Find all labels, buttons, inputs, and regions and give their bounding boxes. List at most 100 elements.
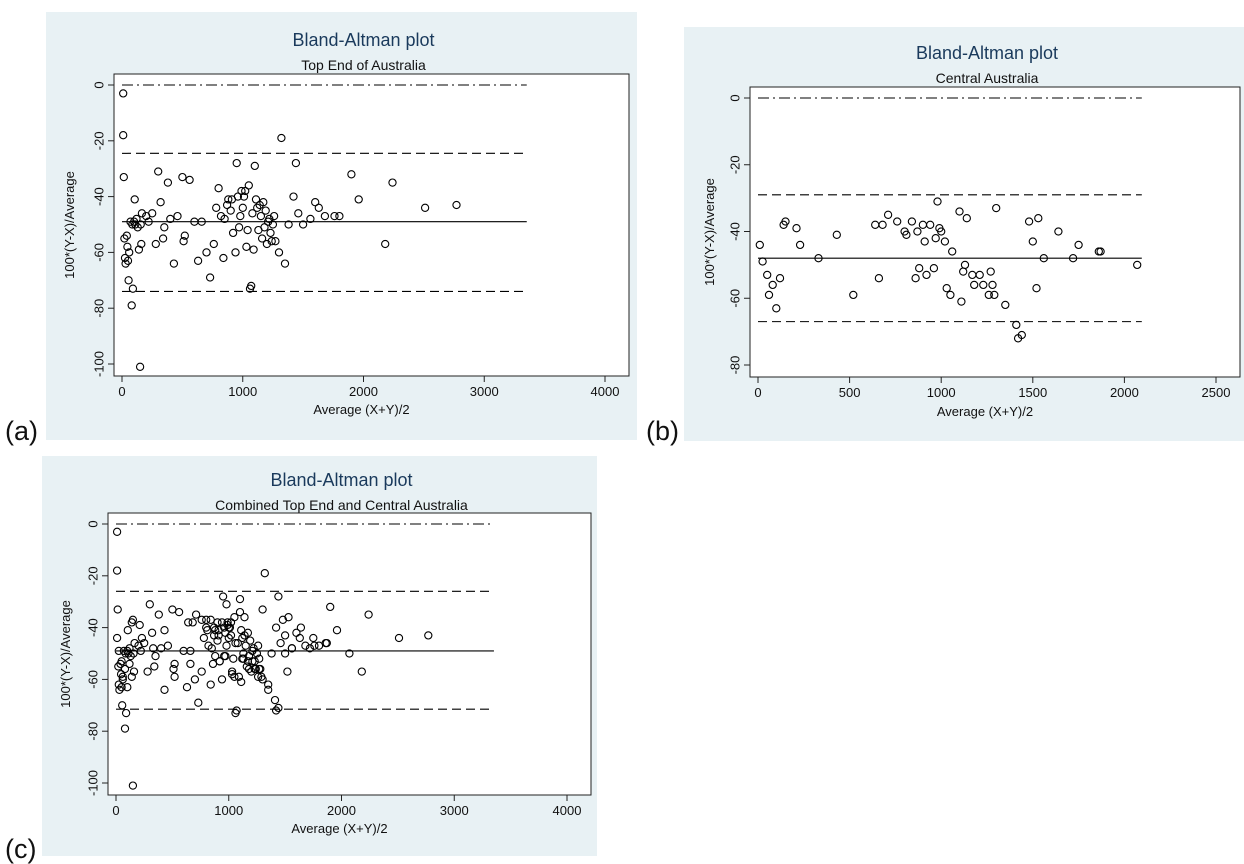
data-point — [911, 274, 920, 283]
data-point — [357, 667, 366, 676]
data-point — [147, 628, 157, 637]
data-point — [1012, 320, 1021, 330]
x-tick-label: 1000 — [927, 385, 956, 400]
data-point — [250, 161, 259, 171]
data-point — [120, 664, 130, 674]
data-point — [118, 701, 127, 710]
data-point — [182, 683, 192, 692]
data-point — [261, 206, 270, 215]
x-tick-label: 0 — [112, 803, 119, 818]
data-point — [169, 259, 179, 268]
y-axis-label: 100*(Y-X)/Average — [62, 171, 77, 279]
data-point — [112, 566, 122, 575]
data-point — [184, 618, 193, 627]
data-point — [893, 217, 902, 226]
chart-panel-b: Bland-Altman plot Central Australia 0 -20 -4… — [684, 27, 1244, 441]
data-point — [284, 220, 293, 229]
data-point — [233, 638, 242, 648]
data-point — [1054, 227, 1063, 236]
data-point — [218, 592, 228, 601]
data-point — [915, 264, 924, 273]
data-point — [237, 677, 246, 687]
data-point — [178, 172, 187, 182]
data-point — [150, 662, 159, 671]
data-point — [119, 172, 128, 182]
data-point — [986, 267, 995, 276]
data-point — [781, 217, 790, 226]
data-point — [194, 698, 203, 707]
data-point — [268, 220, 278, 229]
data-point — [883, 210, 893, 219]
y-tick-label: -20 — [727, 155, 742, 174]
panel-label-a: (a) — [5, 416, 38, 446]
data-point — [227, 667, 237, 676]
data-point — [222, 600, 231, 609]
data-point — [125, 659, 134, 669]
data-point — [236, 211, 245, 221]
data-point — [220, 651, 229, 661]
x-tick-label: 0 — [754, 385, 761, 400]
data-point — [219, 253, 228, 263]
y-tick-label: -20 — [91, 131, 106, 150]
data-point — [232, 158, 241, 168]
data-point — [354, 195, 363, 204]
data-point — [145, 600, 154, 609]
chart-subtitle: Top End of Australia — [301, 57, 426, 73]
data-point — [256, 664, 265, 674]
data-point — [271, 706, 281, 715]
data-point — [126, 651, 135, 661]
data-point — [186, 646, 195, 656]
data-point — [197, 615, 206, 624]
y-tick-label: -100 — [85, 770, 100, 796]
data-point — [755, 240, 764, 250]
y-tick-label: -40 — [91, 187, 106, 206]
data-point — [249, 245, 258, 254]
data-point — [381, 239, 390, 249]
data-point — [298, 220, 308, 229]
data-point — [132, 214, 141, 224]
data-point — [112, 527, 122, 536]
data-point — [117, 683, 126, 692]
data-point — [130, 195, 139, 204]
data-point — [452, 200, 461, 210]
data-point — [322, 638, 331, 648]
data-point — [223, 618, 232, 627]
data-point — [209, 239, 218, 249]
data-point — [931, 234, 940, 243]
data-point — [940, 237, 950, 246]
data-point — [241, 641, 250, 650]
y-tick-label: -60 — [91, 243, 106, 262]
data-point — [913, 227, 922, 236]
data-point — [244, 181, 253, 190]
scatter-chart-b: Bland-Altman plot Central Australia 0 -20 -4… — [702, 43, 1241, 419]
data-point — [907, 217, 917, 226]
x-tick-label: 2000 — [1110, 385, 1139, 400]
data-point — [814, 254, 823, 263]
data-point — [140, 638, 149, 648]
data-point — [112, 633, 122, 643]
data-point — [122, 231, 131, 240]
data-point — [224, 623, 233, 632]
chart-panel-a: Bland-Altman plot Top End of Australia 0 -2… — [46, 12, 637, 440]
x-tick-label: 1000 — [214, 803, 243, 818]
data-point — [345, 649, 354, 658]
data-point — [123, 256, 133, 265]
data-point — [248, 209, 257, 218]
data-point — [305, 644, 315, 653]
data-point — [1028, 237, 1037, 246]
data-point — [190, 675, 200, 684]
data-point — [214, 184, 223, 193]
data-point — [758, 257, 767, 266]
data-point — [186, 659, 195, 669]
data-point — [239, 192, 249, 201]
chart-title: Bland-Altman plot — [916, 43, 1058, 63]
data-point — [775, 274, 785, 283]
data-point — [148, 209, 157, 218]
data-point — [121, 708, 131, 718]
data-point — [246, 636, 255, 645]
plot-area — [107, 512, 592, 796]
data-point — [238, 203, 247, 212]
data-point — [212, 203, 221, 212]
data-point — [251, 195, 261, 204]
data-point — [128, 284, 138, 293]
